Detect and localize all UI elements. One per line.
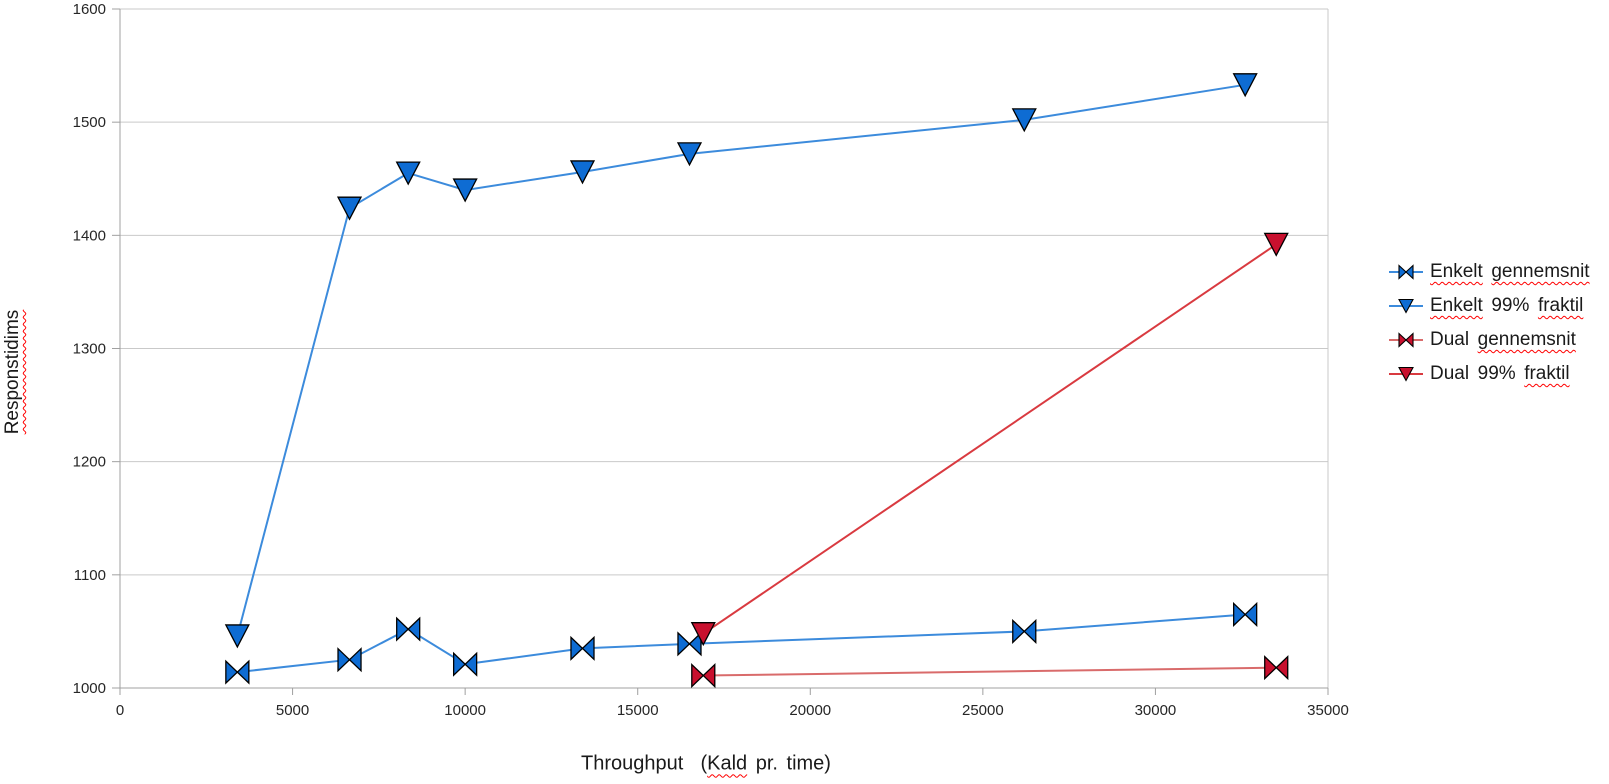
marker-triangle-down-enkelt-99-fraktil	[395, 161, 421, 186]
x-axis-title: Throughput (Kald pr. time)	[581, 753, 831, 776]
y-tick-label: 1400	[73, 227, 106, 244]
x-axis-title-part: pr. time)	[747, 752, 831, 775]
legend-marker	[1398, 264, 1414, 280]
legend-label-word: 99%	[1491, 295, 1530, 316]
legend-label-word: Enkelt	[1430, 261, 1483, 282]
legend-item-dual-99-fraktil: Dual 99% fraktil	[1388, 357, 1590, 391]
marker-triangle-down-enkelt-99-fraktil	[569, 160, 596, 185]
legend-bowtie-icon	[1389, 264, 1423, 280]
x-tick-label: 0	[116, 702, 124, 719]
y-axis-title: Responstidims	[2, 310, 24, 435]
legend-bowtie-icon	[1389, 332, 1423, 348]
marker-triangle-down-dual-99-fraktil	[690, 622, 716, 647]
marker-triangle-down-enkelt-99-fraktil	[224, 624, 250, 649]
legend-label-word: Enkelt	[1430, 295, 1483, 316]
marker-bowtie-enkelt-gennemsnit	[677, 631, 702, 657]
legend-label-word: fraktil	[1524, 363, 1570, 384]
marker-bowtie-enkelt-gennemsnit	[570, 635, 595, 661]
legend-label-word: Dual	[1430, 363, 1470, 384]
x-tick-label: 10000	[444, 702, 486, 719]
legend-triangle-down-icon	[1389, 298, 1423, 314]
x-axis-title-part: Throughput (	[581, 752, 708, 775]
y-axis-title-text: Responstidims	[2, 309, 23, 435]
marker-bowtie-enkelt-gennemsnit	[225, 659, 250, 685]
x-tick-label: 35000	[1307, 702, 1349, 719]
marker-bowtie-dual-gennemsnit	[1264, 655, 1289, 681]
y-tick-label: 1600	[73, 1, 106, 18]
x-tick-label: 15000	[617, 702, 659, 719]
marker-bowtie-enkelt-gennemsnit	[452, 651, 478, 677]
y-tick-label: 1300	[73, 341, 106, 358]
x-axis-title-part: Kald	[707, 752, 748, 775]
legend-marker	[1398, 366, 1414, 382]
x-tick-label: 20000	[789, 702, 831, 719]
legend-label-word: gennemsnit	[1477, 329, 1576, 350]
series-line-enkelt-99-fraktil	[236, 83, 1246, 637]
legend-item-dual-gennemsnit: Dual gennemsnit	[1388, 323, 1590, 357]
marker-bowtie-enkelt-gennemsnit	[1233, 601, 1258, 627]
legend: Enkelt gennemsnit Enkelt 99% fraktil Dual genn…	[1388, 255, 1590, 391]
x-tick-label: 5000	[276, 702, 309, 719]
series-line-enkelt-gennemsnit	[237, 613, 1246, 674]
legend-marker	[1398, 332, 1414, 348]
series-line-dual-99-fraktil	[702, 243, 1277, 635]
marker-triangle-down-enkelt-99-fraktil	[336, 196, 363, 221]
marker-triangle-down-enkelt-99-fraktil	[452, 178, 478, 203]
marker-triangle-down-enkelt-99-fraktil	[676, 142, 703, 167]
series-line-dual-gennemsnit	[703, 666, 1277, 677]
legend-marker	[1398, 298, 1414, 314]
y-tick-label: 1100	[74, 567, 106, 584]
legend-item-enkelt-gennemsnit: Enkelt gennemsnit	[1388, 255, 1590, 289]
y-tick-label: 1000	[73, 680, 106, 697]
y-tick-label: 1500	[73, 114, 106, 131]
marker-triangle-down-enkelt-99-fraktil	[1232, 73, 1258, 98]
x-tick-label: 25000	[962, 702, 1004, 719]
marker-bowtie-dual-gennemsnit	[691, 663, 716, 689]
y-tick-label: 1200	[73, 454, 106, 471]
legend-label-word: 99%	[1477, 363, 1516, 384]
marker-triangle-down-dual-99-fraktil	[1263, 232, 1289, 257]
legend-label-word: gennemsnit	[1491, 261, 1590, 282]
marker-triangle-down-enkelt-99-fraktil	[1011, 108, 1037, 133]
x-tick-label: 30000	[1135, 702, 1177, 719]
marker-bowtie-enkelt-gennemsnit	[1012, 618, 1037, 644]
legend-triangle-down-icon	[1389, 366, 1423, 382]
legend-label-word: Dual	[1430, 329, 1470, 350]
marker-bowtie-enkelt-gennemsnit	[396, 616, 421, 642]
legend-label-word: fraktil	[1537, 295, 1584, 316]
marker-bowtie-enkelt-gennemsnit	[337, 647, 362, 673]
legend-item-enkelt-99-fraktil: Enkelt 99% fraktil	[1388, 289, 1590, 323]
